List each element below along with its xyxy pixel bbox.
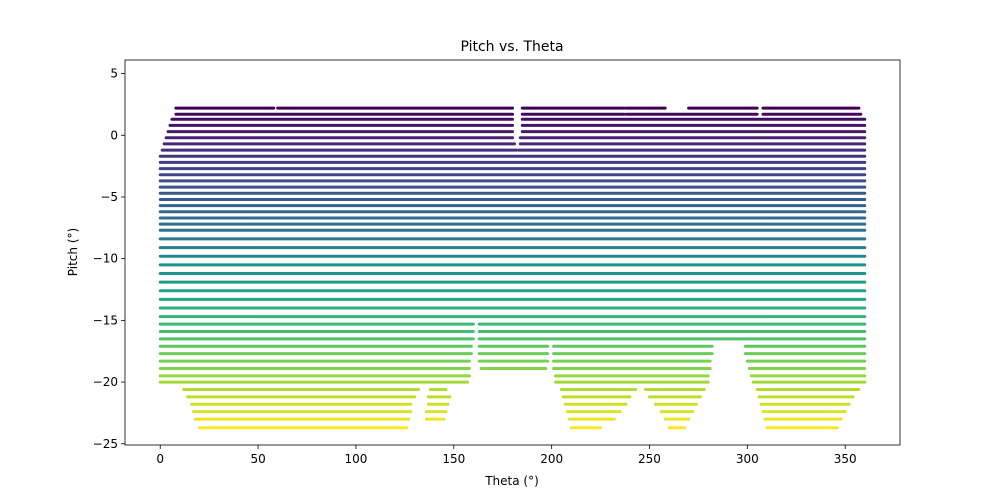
x-axis-ticks: 0 50 100 150 200 250 300 350 <box>156 445 857 466</box>
data-points <box>158 106 867 430</box>
y-axis-ticks: 5 0 −5 −10 −15 −20 −25 <box>93 67 125 451</box>
y-tick-label: −10 <box>93 252 118 266</box>
x-tick-label: 300 <box>736 452 759 466</box>
x-tick-label: 0 <box>156 452 164 466</box>
x-tick-label: 100 <box>344 452 367 466</box>
x-tick-label: 250 <box>638 452 661 466</box>
y-tick-label: 0 <box>110 128 118 142</box>
y-tick-label: −25 <box>93 437 118 451</box>
chart-title: Pitch vs. Theta <box>460 39 563 55</box>
x-tick-label: 50 <box>250 452 265 466</box>
x-tick-label: 350 <box>834 452 857 466</box>
y-tick-label: −5 <box>100 190 118 204</box>
y-tick-label: 5 <box>110 67 118 81</box>
y-tick-label: −15 <box>93 313 118 327</box>
x-tick-label: 150 <box>442 452 465 466</box>
x-axis-label: Theta (°) <box>484 474 539 488</box>
axes-frame <box>124 59 901 446</box>
x-tick-label: 200 <box>540 452 563 466</box>
y-tick-label: −20 <box>93 375 118 389</box>
y-axis-label: Pitch (°) <box>66 228 80 276</box>
